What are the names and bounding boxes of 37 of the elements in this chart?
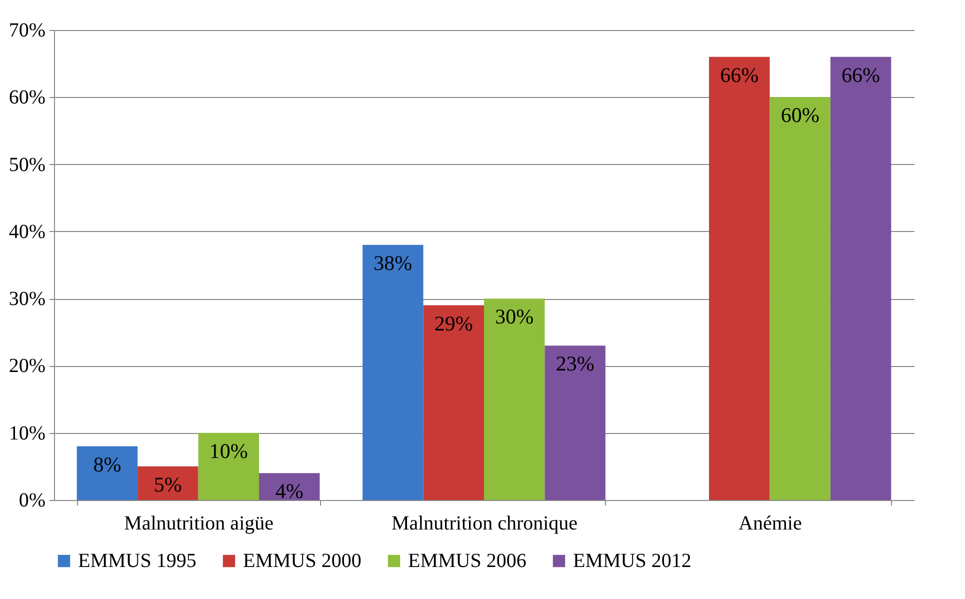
bar bbox=[259, 473, 320, 500]
bar bbox=[362, 244, 424, 500]
data-label: 29% bbox=[434, 311, 473, 336]
x-tick-label: Anémie bbox=[738, 512, 802, 534]
x-tick-label: Malnutrition aigüe bbox=[124, 512, 274, 534]
legend-label: EMMUS 2006 bbox=[408, 550, 526, 572]
bar bbox=[830, 56, 892, 500]
y-tick-label: 60% bbox=[8, 86, 46, 109]
x-tick-label: Malnutrition chronique bbox=[391, 512, 578, 534]
bar bbox=[709, 56, 770, 500]
legend-label: EMMUS 2012 bbox=[573, 550, 692, 572]
data-label: 60% bbox=[780, 103, 820, 128]
legend-label: EMMUS 1995 bbox=[78, 550, 196, 572]
y-tick-label: 10% bbox=[8, 422, 46, 444]
data-label: 66% bbox=[842, 62, 880, 87]
bar bbox=[76, 446, 138, 500]
bar bbox=[423, 305, 484, 500]
bar bbox=[770, 97, 830, 500]
y-tick-label: 40% bbox=[8, 220, 46, 243]
bar bbox=[544, 346, 606, 500]
data-label: 30% bbox=[495, 304, 534, 329]
data-label: 8% bbox=[93, 452, 122, 476]
y-tick-label: 50% bbox=[8, 154, 46, 176]
data-label: 4% bbox=[275, 479, 304, 504]
data-label: 66% bbox=[720, 62, 759, 87]
y-tick-label: 0% bbox=[18, 490, 46, 512]
data-label: 23% bbox=[556, 352, 594, 376]
bar bbox=[484, 298, 545, 500]
y-tick-label: 30% bbox=[8, 288, 46, 310]
data-label: 10% bbox=[209, 438, 248, 463]
bar bbox=[198, 432, 259, 500]
y-tick-label: 20% bbox=[8, 355, 46, 378]
bar bbox=[138, 466, 198, 500]
legend-label: EMMUS 2000 bbox=[243, 550, 362, 572]
y-tick-label: 70% bbox=[8, 20, 46, 42]
data-label: 5% bbox=[154, 472, 182, 496]
data-label: 38% bbox=[374, 250, 412, 275]
